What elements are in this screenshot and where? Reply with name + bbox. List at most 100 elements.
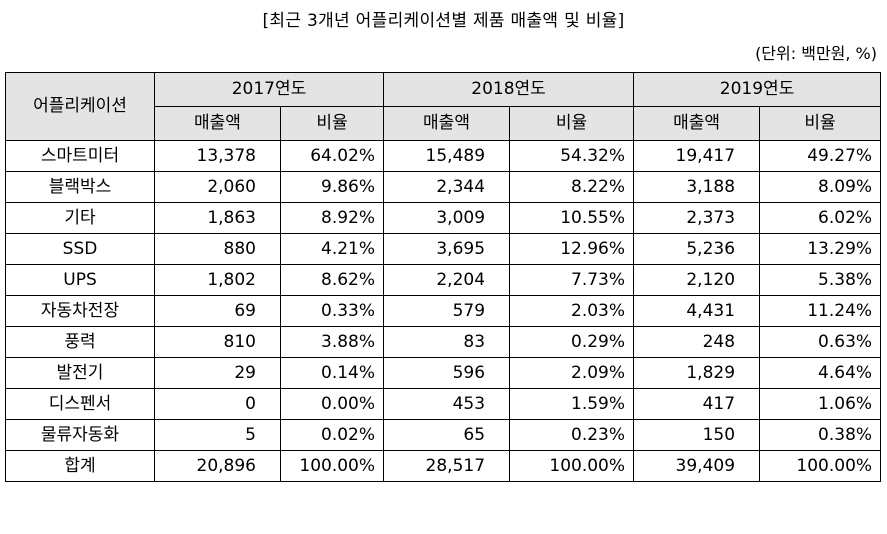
table-row: 풍력 810 3.88% 83 0.29% 248 0.63%: [5, 326, 882, 358]
year-header-2018: 2018연도: [383, 72, 635, 107]
ratio-cell: 0.23%: [509, 419, 635, 451]
sales-cell: 2,344: [383, 171, 511, 203]
table-body: 스마트미터 13,378 64.02% 15,489 54.32% 19,417 49.27…: [5, 140, 882, 482]
sales-table: 어플리케이션 2017연도 2018연도 2019연도 매출액 비율 매출액 비…: [5, 72, 882, 482]
ratio-cell: 8.92%: [279, 202, 385, 234]
sales-cell: 28,517: [383, 450, 511, 482]
sales-cell: 1,802: [154, 264, 281, 296]
application-name-cell: 자동차전장: [5, 295, 155, 327]
sales-cell: 2,120: [633, 264, 761, 296]
application-name-cell: UPS: [5, 264, 155, 296]
sales-cell: 19,417: [633, 140, 761, 172]
table-row: 블랙박스 2,060 9.86% 2,344 8.22% 3,188 8.09%: [5, 171, 882, 203]
sales-cell: 579: [383, 295, 511, 327]
sales-cell: 2,060: [154, 171, 281, 203]
sales-cell: 2,373: [633, 202, 761, 234]
ratio-cell: 3.88%: [279, 326, 385, 358]
application-name-cell: 물류자동화: [5, 419, 155, 451]
ratio-cell: 49.27%: [759, 140, 882, 172]
application-name-cell: SSD: [5, 233, 155, 265]
ratio-cell: 2.09%: [509, 357, 635, 389]
ratio-cell: 100.00%: [509, 450, 635, 482]
ratio-cell: 0.14%: [279, 357, 385, 389]
ratio-cell: 0.29%: [509, 326, 635, 358]
sales-cell: 83: [383, 326, 511, 358]
ratio-cell: 0.63%: [759, 326, 882, 358]
application-name-cell: 스마트미터: [5, 140, 155, 172]
application-name-cell: 디스펜서: [5, 388, 155, 420]
ratio-cell: 9.86%: [279, 171, 385, 203]
table-row: 스마트미터 13,378 64.02% 15,489 54.32% 19,417 49.27…: [5, 140, 882, 172]
application-name-cell: 합계: [5, 450, 155, 482]
ratio-header: 비율: [279, 106, 385, 141]
ratio-cell: 8.62%: [279, 264, 385, 296]
table-row: 발전기 29 0.14% 596 2.09% 1,829 4.64%: [5, 357, 882, 389]
ratio-cell: 13.29%: [759, 233, 882, 265]
ratio-cell: 0.33%: [279, 295, 385, 327]
sales-cell: 29: [154, 357, 281, 389]
header-row-years: 어플리케이션 2017연도 2018연도 2019연도: [5, 72, 882, 141]
unit-note: (단위: 백만원, %): [755, 44, 877, 63]
sales-cell: 15,489: [383, 140, 511, 172]
table-row: 자동차전장 69 0.33% 579 2.03% 4,431 11.24%: [5, 295, 882, 327]
application-header: 어플리케이션: [5, 72, 155, 141]
table-row: 기타 1,863 8.92% 3,009 10.55% 2,373 6.02%: [5, 202, 882, 234]
ratio-cell: 100.00%: [759, 450, 882, 482]
ratio-cell: 54.32%: [509, 140, 635, 172]
sales-cell: 20,896: [154, 450, 281, 482]
sales-cell: 810: [154, 326, 281, 358]
sales-cell: 13,378: [154, 140, 281, 172]
sales-cell: 0: [154, 388, 281, 420]
table-row: SSD 880 4.21% 3,695 12.96% 5,236 13.29%: [5, 233, 882, 265]
year-header-2017: 2017연도: [153, 72, 385, 107]
ratio-cell: 4.64%: [759, 357, 882, 389]
ratio-header: 비율: [759, 106, 882, 141]
sales-header: 매출액: [383, 106, 511, 141]
ratio-cell: 0.00%: [279, 388, 385, 420]
application-name-cell: 블랙박스: [5, 171, 155, 203]
ratio-cell: 100.00%: [279, 450, 385, 482]
ratio-cell: 10.55%: [509, 202, 635, 234]
application-name-cell: 발전기: [5, 357, 155, 389]
sales-cell: 1,829: [633, 357, 761, 389]
table-row: 합계 20,896 100.00% 28,517 100.00% 39,409 100.00…: [5, 450, 882, 482]
ratio-cell: 8.22%: [509, 171, 635, 203]
sales-cell: 65: [383, 419, 511, 451]
sales-cell: 2,204: [383, 264, 511, 296]
ratio-cell: 11.24%: [759, 295, 882, 327]
sales-cell: 150: [633, 419, 761, 451]
table-row: UPS 1,802 8.62% 2,204 7.73% 2,120 5.38%: [5, 264, 882, 296]
header-row-metrics: 매출액 비율 매출액 비율 매출액 비율: [6, 106, 882, 141]
ratio-cell: 2.03%: [509, 295, 635, 327]
sales-cell: 5,236: [633, 233, 761, 265]
sales-cell: 69: [154, 295, 281, 327]
application-name-cell: 풍력: [5, 326, 155, 358]
ratio-cell: 12.96%: [509, 233, 635, 265]
ratio-cell: 6.02%: [759, 202, 882, 234]
ratio-cell: 4.21%: [279, 233, 385, 265]
table-row: 디스펜서 0 0.00% 453 1.59% 417 1.06%: [5, 388, 882, 420]
sales-cell: 248: [633, 326, 761, 358]
ratio-cell: 0.38%: [759, 419, 882, 451]
ratio-cell: 1.06%: [759, 388, 882, 420]
year-header-2019: 2019연도: [633, 72, 882, 107]
sales-header: 매출액: [633, 106, 761, 141]
sales-cell: 596: [383, 357, 511, 389]
ratio-cell: 8.09%: [759, 171, 882, 203]
sales-cell: 5: [154, 419, 281, 451]
ratio-cell: 0.02%: [279, 419, 385, 451]
sales-cell: 3,695: [383, 233, 511, 265]
sales-cell: 453: [383, 388, 511, 420]
ratio-cell: 5.38%: [759, 264, 882, 296]
sales-cell: 1,863: [154, 202, 281, 234]
sales-cell: 4,431: [633, 295, 761, 327]
table-title: [최근 3개년 어플리케이션별 제품 매출액 및 비율]: [262, 11, 625, 31]
sales-cell: 417: [633, 388, 761, 420]
sales-cell: 3,188: [633, 171, 761, 203]
sales-cell: 39,409: [633, 450, 761, 482]
ratio-cell: 1.59%: [509, 388, 635, 420]
ratio-cell: 7.73%: [509, 264, 635, 296]
application-name-cell: 기타: [5, 202, 155, 234]
sales-header: 매출액: [154, 106, 281, 141]
